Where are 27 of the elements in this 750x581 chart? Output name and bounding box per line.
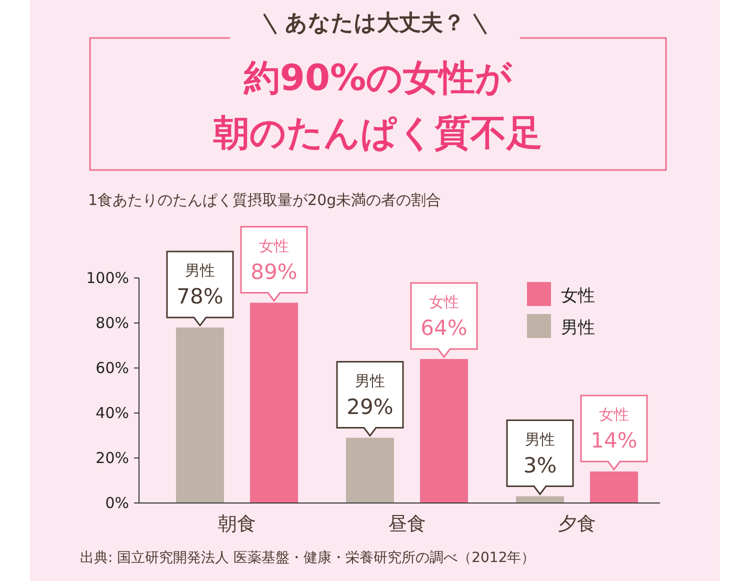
data-label: 29% — [346, 394, 394, 419]
legend-label: 男性 — [561, 318, 595, 338]
y-tick-label: 80% — [96, 314, 129, 332]
x-tick-label: 朝食 — [218, 513, 256, 535]
text: 男性 — [185, 262, 215, 280]
legend-label: 女性 — [561, 286, 595, 306]
text: あなたは大丈夫？ — [285, 11, 465, 36]
data-label: 14% — [590, 428, 638, 452]
source-note: 出典: 国立研究開発法人 医薬基盤・健康・栄養研究所の調べ（2012年） — [80, 550, 536, 566]
chart-title: 約90%の女性が朝のたんぱく質不足 — [212, 58, 542, 154]
text: 女性 — [259, 236, 289, 255]
y-tick-label: 100% — [86, 269, 129, 287]
x-tick-label: 昼食 — [388, 513, 426, 535]
chart-subtitle: 1食あたりのたんぱく質摂取量が20g未満の者の割合 — [88, 191, 442, 209]
text: 女性 — [429, 293, 459, 311]
text: 男性 — [355, 372, 385, 390]
y-tick-label: 60% — [96, 359, 129, 377]
data-label: 3% — [523, 453, 557, 478]
data-label: 89% — [250, 260, 298, 284]
y-tick-label: 0% — [105, 494, 129, 512]
y-tick-label: 20% — [96, 449, 129, 467]
x-tick-label: 夕食 — [558, 513, 596, 535]
data-label: 64% — [420, 316, 468, 340]
y-tick-label: 40% — [96, 404, 129, 422]
data-label: 78% — [176, 284, 224, 308]
text: 女性 — [599, 406, 629, 424]
text: 男性 — [525, 430, 555, 448]
